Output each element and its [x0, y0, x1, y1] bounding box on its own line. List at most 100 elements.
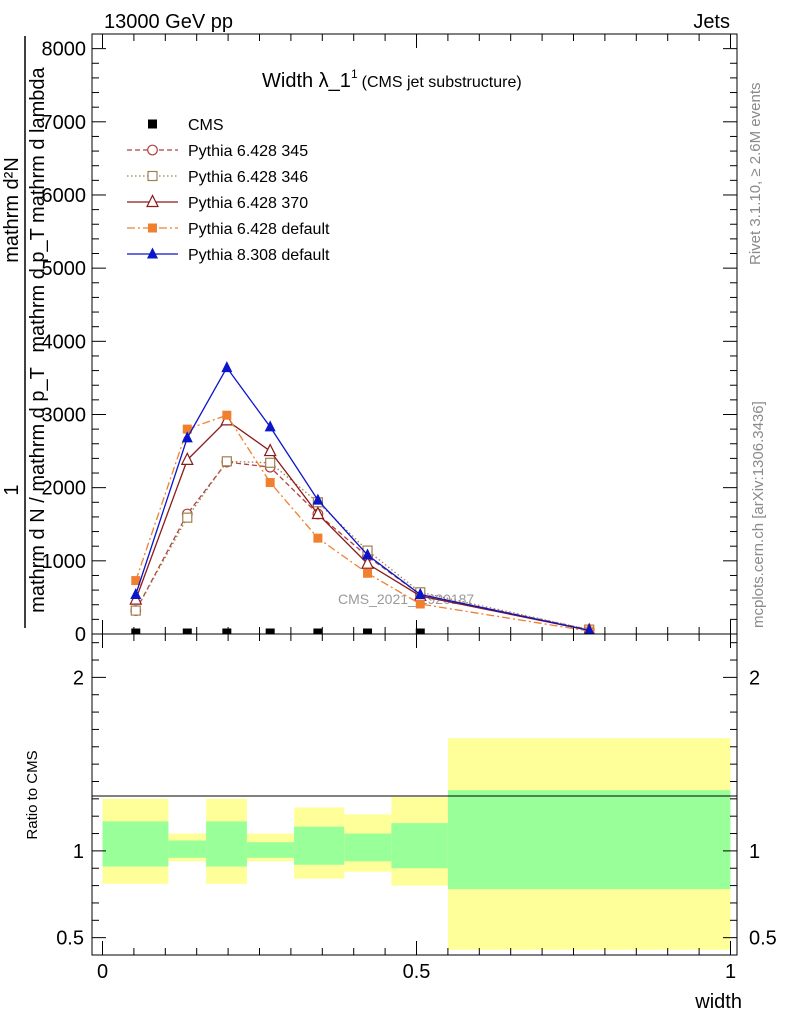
ratio-band-green — [206, 821, 247, 867]
data-point — [182, 628, 192, 634]
legend-item-pythia-6-428-345: Pythia 6.428 345 — [127, 143, 308, 160]
ratio-ytick-label-right: 1 — [749, 841, 760, 863]
xtick-label: 1 — [725, 961, 736, 983]
legend-label: CMS — [188, 117, 224, 134]
data-point — [361, 555, 374, 569]
watermark: CMS_2021_I1920187 — [338, 591, 474, 607]
header-right: Jets — [693, 11, 730, 33]
ratio-ytick-label: 1 — [73, 841, 84, 863]
data-point — [130, 605, 141, 616]
ytick-label: 4000 — [42, 331, 87, 353]
legend-marker — [146, 194, 159, 208]
ratio-ytick-label: 2 — [73, 667, 84, 689]
ylabel-top-denominator: mathrm d N / mathrm d p_T — [27, 367, 49, 613]
ratio-ylabel: Ratio to CMS — [24, 750, 41, 839]
legend-item-pythia-6-428-370: Pythia 6.428 370 — [127, 194, 308, 212]
legend-label: Pythia 6.428 346 — [188, 169, 308, 186]
ratio-band-green — [168, 840, 207, 858]
main-xticks — [102, 34, 731, 634]
legend-marker — [147, 170, 158, 182]
chart-title-main: Width λ_1 — [262, 70, 351, 92]
series-pythia-6-428-346 — [130, 456, 595, 634]
data-point — [414, 587, 426, 599]
ratio-ytick-label: 0.5 — [56, 928, 84, 950]
data-point — [130, 587, 142, 599]
legend-label: Pythia 6.428 default — [188, 221, 330, 238]
data-point — [181, 431, 193, 443]
data-point — [221, 456, 232, 467]
data-point — [311, 506, 325, 520]
legend: CMS Pythia 6.428 345 Pythia 6.428 346 Pythi… — [127, 117, 330, 264]
data-point — [265, 628, 275, 634]
legend-item-pythia-6-428-346: Pythia 6.428 346 — [127, 169, 308, 186]
xtick-label: 0.5 — [403, 961, 431, 983]
data-point — [313, 628, 323, 634]
ratio-yticks: 0.5 0.5 1 1 2 2 — [56, 642, 777, 950]
ratio-bands — [102, 738, 731, 950]
main-panel: 0 1000 2000 3000 4000 5000 6000 7000 8000 CMS_20… — [42, 33, 738, 646]
data-point — [313, 533, 323, 543]
legend-label: Pythia 6.428 370 — [188, 195, 308, 212]
xtick-label: 0 — [97, 961, 108, 983]
ylabel-top-numerator: 1 — [1, 484, 23, 495]
data-point — [131, 628, 141, 634]
ratio-band-green — [447, 790, 731, 890]
ratio-band-green — [246, 842, 295, 858]
ratio-panel: 0.5 0.51 12 2 0 0.5 1 Ratio to CMS width — [24, 633, 777, 1013]
data-point — [265, 457, 276, 468]
ratio-band-green — [344, 833, 392, 862]
data-point — [180, 452, 194, 465]
ytick-label: 2000 — [42, 478, 87, 500]
ytick-label: 0 — [75, 624, 86, 646]
x-axis-label: width — [694, 991, 742, 1013]
legend-item-pythia-8-308-default: Pythia 8.308 default — [127, 247, 330, 264]
data-point — [362, 548, 374, 560]
legend-item-pythia-6-428-default: Pythia 6.428 default — [127, 221, 330, 238]
rivet-label: Rivet 3.1.10, ≥ 2.6M events — [747, 83, 764, 266]
ratio-band-green — [102, 821, 169, 867]
ratio-band-green — [294, 826, 345, 865]
ytick-label: 6000 — [42, 185, 87, 207]
data-point — [131, 576, 141, 586]
ratio-ytick-label-right: 2 — [749, 667, 760, 689]
ytick-label: 5000 — [42, 258, 87, 280]
data-point — [363, 628, 373, 634]
data-point — [264, 420, 276, 432]
data-point — [415, 628, 425, 634]
data-point — [221, 361, 233, 373]
ratio-band-green — [391, 823, 448, 869]
legend-label: Pythia 6.428 345 — [188, 143, 308, 160]
chart-title-sup: 1 — [351, 67, 358, 81]
ytick-label: 7000 — [42, 112, 87, 134]
main-ylabel: 1 mathrm d N / mathrm d p_T mathrm d²N m… — [1, 36, 49, 628]
data-point — [263, 443, 277, 457]
chart-title: Width λ_11 (CMS jet substructure) — [262, 67, 522, 92]
legend-item-cms: CMS — [148, 117, 224, 134]
chart-title-sub: (CMS jet substructure) — [362, 74, 522, 91]
legend-label: Pythia 8.308 default — [188, 247, 330, 264]
legend-marker — [147, 144, 158, 156]
data-point — [182, 424, 192, 434]
legend-marker — [148, 119, 157, 129]
series-line — [135, 366, 590, 631]
data-point — [363, 568, 373, 578]
series-line — [135, 419, 590, 631]
ytick-label: 1000 — [42, 551, 87, 573]
data-point — [584, 623, 595, 634]
data-point — [182, 512, 193, 523]
ratio-ytick-label-right: 0.5 — [749, 928, 777, 950]
legend-marker — [147, 247, 158, 259]
data-point — [222, 410, 232, 420]
ylabel-denominator: mathrm d p_T mathrm d lambda — [27, 66, 49, 352]
data-point — [222, 628, 232, 634]
ylabel-numerator: mathrm d²N — [1, 157, 23, 263]
main-series — [129, 361, 595, 634]
data-point — [415, 599, 425, 609]
series-cms — [131, 628, 594, 634]
mcplots-label: mcplots.cern.ch [arXiv:1306.3436] — [750, 401, 767, 628]
series-pythia-8-308-default — [130, 361, 595, 634]
ratio-xticks: 0 0.5 1 — [97, 634, 736, 983]
main-yticks: 0 1000 2000 3000 4000 5000 6000 7000 8000 — [42, 39, 737, 646]
data-point — [265, 478, 275, 488]
